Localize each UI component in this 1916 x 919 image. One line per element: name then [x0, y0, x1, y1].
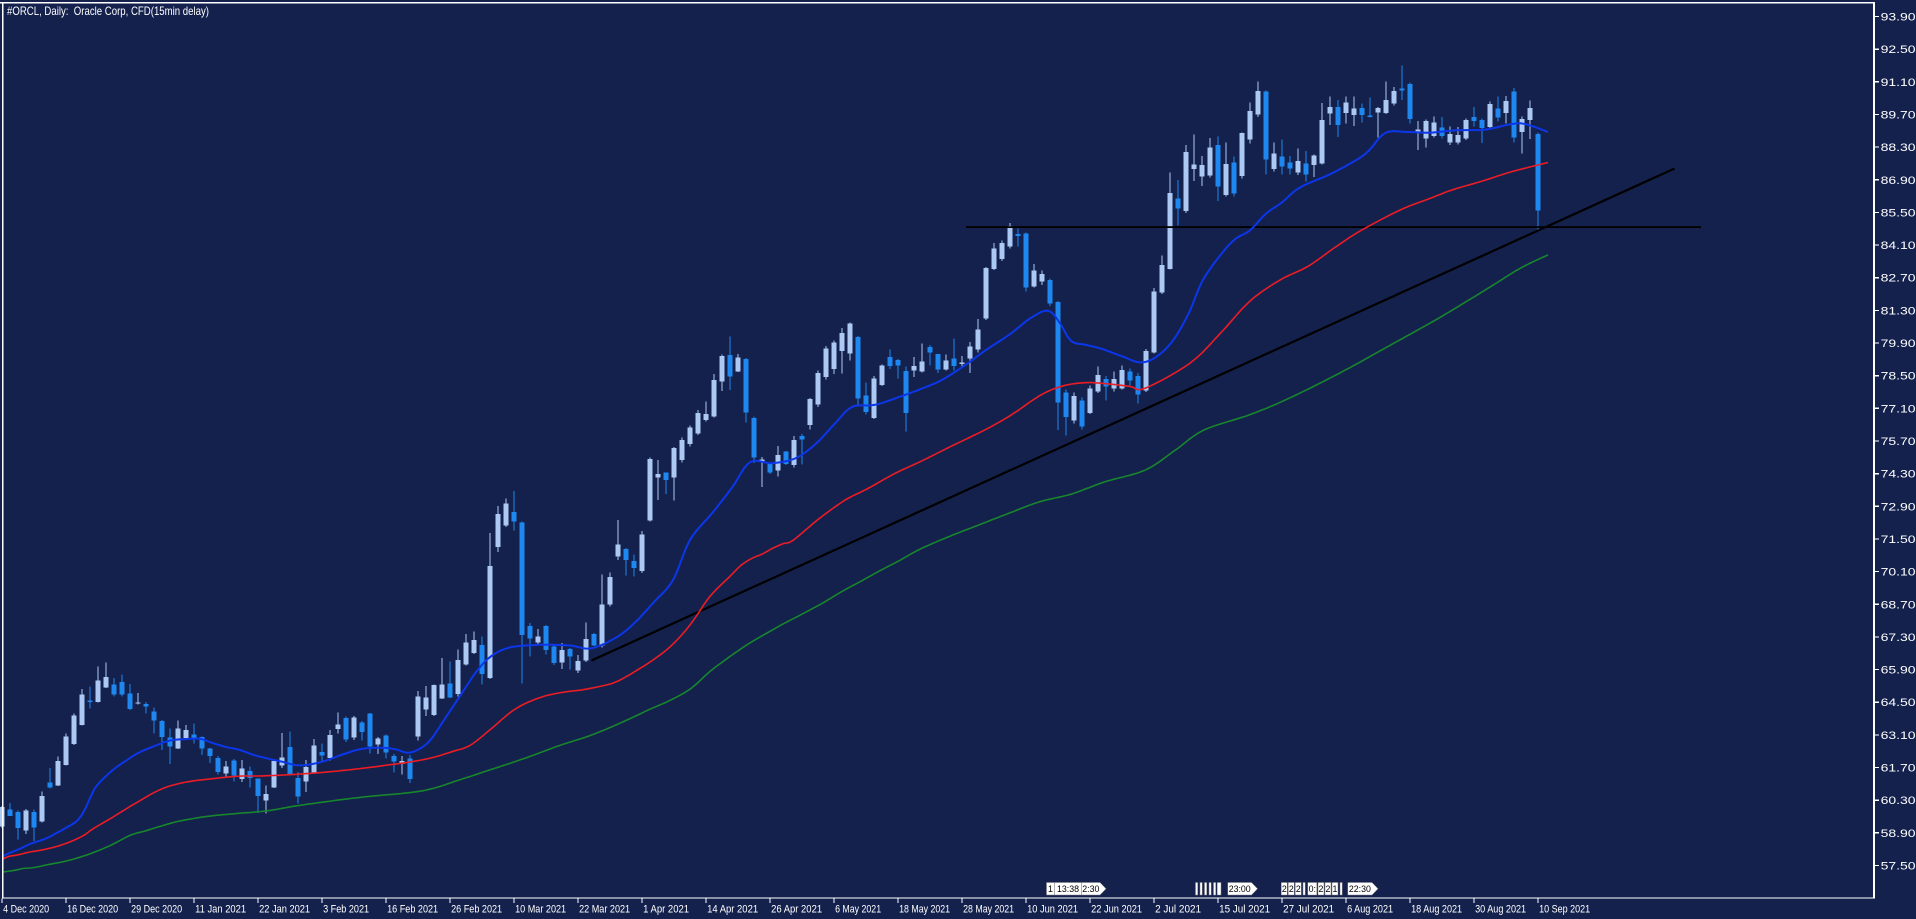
- svg-text:22:30: 22:30: [1349, 884, 1371, 894]
- svg-text:60.30: 60.30: [1881, 795, 1916, 807]
- svg-text:86.90: 86.90: [1881, 175, 1916, 187]
- svg-text:2 Jul 2021: 2 Jul 2021: [1155, 904, 1201, 916]
- svg-text:2: 2: [1296, 884, 1301, 894]
- svg-text:2: 2: [1282, 884, 1287, 894]
- svg-text:91.10: 91.10: [1881, 77, 1916, 89]
- svg-text:67.30: 67.30: [1881, 632, 1916, 644]
- svg-text:4 Dec 2020: 4 Dec 2020: [3, 904, 49, 916]
- svg-text:70.10: 70.10: [1881, 567, 1916, 579]
- svg-text:22 Jan 2021: 22 Jan 2021: [259, 904, 310, 916]
- svg-text:64.50: 64.50: [1881, 697, 1916, 709]
- svg-text:1: 1: [1333, 884, 1338, 894]
- svg-text:22 Jun 2021: 22 Jun 2021: [1091, 904, 1142, 916]
- svg-text:2: 2: [1289, 884, 1294, 894]
- svg-text:84.10: 84.10: [1881, 240, 1916, 252]
- svg-text:58.90: 58.90: [1881, 828, 1916, 840]
- svg-text:75.70: 75.70: [1881, 436, 1916, 448]
- svg-text:6 May 2021: 6 May 2021: [835, 904, 881, 916]
- svg-text:71.50: 71.50: [1881, 534, 1916, 546]
- svg-text:29 Dec 2020: 29 Dec 2020: [131, 904, 182, 916]
- svg-text:68.70: 68.70: [1881, 599, 1916, 611]
- svg-text:22 Mar 2021: 22 Mar 2021: [579, 904, 630, 916]
- svg-text:27 Jul 2021: 27 Jul 2021: [1283, 904, 1334, 916]
- svg-text:16 Feb 2021: 16 Feb 2021: [387, 904, 438, 916]
- svg-text:92.50: 92.50: [1881, 44, 1916, 56]
- svg-text:6 Aug 2021: 6 Aug 2021: [1347, 904, 1393, 916]
- svg-text:#ORCL, Daily: Oracle Corp, CF: #ORCL, Daily: Oracle Corp, CFD(15min del…: [7, 4, 209, 18]
- svg-text:2: 2: [1326, 884, 1331, 894]
- svg-text:18 May 2021: 18 May 2021: [899, 904, 950, 916]
- svg-text:11 Jan 2021: 11 Jan 2021: [195, 904, 246, 916]
- svg-text:88.30: 88.30: [1881, 142, 1916, 154]
- svg-text:82.70: 82.70: [1881, 273, 1916, 285]
- svg-text:93.90: 93.90: [1881, 12, 1916, 24]
- svg-text:2: 2: [1319, 884, 1324, 894]
- svg-text:77.10: 77.10: [1881, 403, 1916, 415]
- svg-text:26 Apr 2021: 26 Apr 2021: [771, 904, 822, 916]
- svg-text:28 May 2021: 28 May 2021: [963, 904, 1014, 916]
- svg-text:0:: 0:: [1309, 884, 1316, 894]
- svg-text:3 Feb 2021: 3 Feb 2021: [323, 904, 369, 916]
- svg-text:78.50: 78.50: [1881, 371, 1916, 383]
- svg-text:57.50: 57.50: [1881, 861, 1916, 873]
- svg-text:79.90: 79.90: [1881, 338, 1916, 350]
- svg-text:10 Sep 2021: 10 Sep 2021: [1539, 904, 1590, 916]
- svg-text:61.70: 61.70: [1881, 763, 1916, 775]
- svg-text:74.30: 74.30: [1881, 469, 1916, 481]
- svg-text:13:38: 13:38: [1057, 884, 1079, 894]
- svg-text:10 Jun 2021: 10 Jun 2021: [1027, 904, 1078, 916]
- svg-text:65.90: 65.90: [1881, 665, 1916, 677]
- svg-text:16 Dec 2020: 16 Dec 2020: [67, 904, 118, 916]
- svg-text:2:30: 2:30: [1082, 884, 1099, 894]
- svg-text:89.70: 89.70: [1881, 110, 1916, 122]
- svg-text:10 Mar 2021: 10 Mar 2021: [515, 904, 566, 916]
- svg-text:81.30: 81.30: [1881, 305, 1916, 317]
- svg-text:1: 1: [1048, 884, 1053, 894]
- svg-text:18 Aug 2021: 18 Aug 2021: [1411, 904, 1462, 916]
- svg-text:15 Jul 2021: 15 Jul 2021: [1219, 904, 1270, 916]
- svg-text:14 Apr 2021: 14 Apr 2021: [707, 904, 758, 916]
- svg-text:23:00: 23:00: [1229, 884, 1251, 894]
- svg-text:72.90: 72.90: [1881, 501, 1916, 513]
- svg-text:1 Apr 2021: 1 Apr 2021: [643, 904, 689, 916]
- svg-text:26 Feb 2021: 26 Feb 2021: [451, 904, 502, 916]
- svg-text:85.50: 85.50: [1881, 207, 1916, 219]
- svg-text:30 Aug 2021: 30 Aug 2021: [1475, 904, 1526, 916]
- svg-text:63.10: 63.10: [1881, 730, 1916, 742]
